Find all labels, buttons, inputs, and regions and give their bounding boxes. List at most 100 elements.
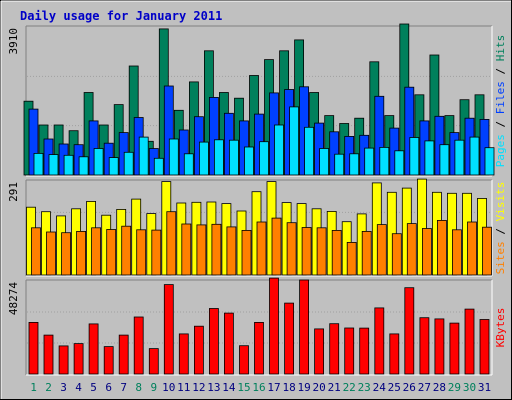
bar-pages-day-10	[168, 138, 179, 176]
day-label: 1	[30, 381, 37, 394]
day-label: 14	[222, 381, 236, 394]
bar-files-day-5	[88, 120, 99, 176]
day-label: 4	[75, 381, 82, 394]
day-label: 6	[105, 381, 112, 394]
side-legend: Sites / Visits	[494, 182, 507, 275]
series-files	[28, 85, 490, 176]
day-label: 30	[463, 381, 476, 394]
day-label: 10	[162, 381, 175, 394]
bar-sites-day-21	[331, 229, 342, 276]
bar-sites-day-1	[31, 227, 41, 276]
bar-kbytes-day-19	[299, 279, 310, 375]
bar-kbytes-day-12	[193, 325, 204, 375]
bar-pages-day-9	[153, 157, 164, 176]
bar-sites-day-28	[436, 219, 447, 276]
panel-visits-sites: 291 Sites / Visits	[7, 178, 507, 277]
bar-pages-day-26	[409, 137, 420, 176]
bar-pages-day-24	[379, 146, 390, 176]
bar-sites-day-5	[91, 227, 101, 276]
bar-pages-day-21	[334, 153, 345, 176]
bar-pages-day-20	[319, 148, 330, 176]
bar-pages-day-17	[274, 124, 284, 176]
bar-files-day-10	[163, 85, 174, 176]
bar-sites-day-24	[376, 224, 387, 276]
day-label: 20	[312, 381, 325, 394]
legend-entry: Visits	[494, 182, 507, 222]
bar-pages-day-1	[33, 152, 44, 176]
day-label: 18	[282, 381, 295, 394]
bar-sites-day-11	[181, 223, 192, 276]
bar-pages-day-31	[484, 147, 495, 176]
day-label: 24	[373, 381, 387, 394]
bar-sites-day-30	[467, 221, 477, 276]
bar-sites-day-14	[226, 226, 237, 276]
bar-kbytes-day-7	[118, 334, 129, 375]
bar-sites-day-19	[301, 227, 312, 276]
side-legend: KBytes	[494, 308, 507, 348]
bar-pages-day-4	[78, 156, 89, 176]
day-label: 31	[478, 381, 491, 394]
day-label: 21	[328, 381, 341, 394]
day-label: 5	[90, 381, 97, 394]
bar-sites-day-18	[286, 222, 297, 276]
day-label: 22	[343, 381, 356, 394]
bar-sites-day-26	[406, 223, 417, 276]
y-max-label: 291	[7, 182, 20, 202]
legend-entry: /	[494, 61, 507, 81]
legend-entry: /	[494, 221, 507, 241]
panel-kbytes: 48274 KBytes	[7, 277, 507, 376]
bar-pages-day-7	[123, 151, 134, 176]
series-pages	[33, 106, 495, 176]
bar-kbytes-day-28	[434, 318, 445, 375]
bar-sites-day-20	[316, 227, 327, 276]
bar-kbytes-day-21	[329, 323, 340, 375]
bar-kbytes-day-31	[479, 319, 490, 375]
day-label: 19	[297, 381, 310, 394]
bar-pages-day-16	[259, 141, 269, 176]
bar-sites-day-31	[482, 226, 492, 276]
bar-kbytes-day-16	[254, 321, 264, 375]
bar-files-day-11	[178, 129, 189, 176]
bar-pages-day-11	[183, 153, 194, 176]
bar-kbytes-day-26	[404, 287, 415, 375]
bar-kbytes-day-2	[43, 334, 54, 375]
bar-sites-day-29	[451, 229, 462, 276]
day-label: 7	[120, 381, 127, 394]
bar-pages-day-2	[48, 154, 59, 176]
bar-kbytes-day-1	[28, 321, 39, 375]
bar-kbytes-day-11	[178, 333, 189, 375]
bar-kbytes-day-30	[464, 308, 475, 375]
day-label: 28	[433, 381, 446, 394]
day-label: 26	[403, 381, 416, 394]
bar-kbytes-day-22	[344, 327, 355, 375]
day-label: 8	[135, 381, 142, 394]
bar-pages-day-23	[364, 147, 375, 176]
bar-sites-day-17	[271, 217, 282, 276]
bar-kbytes-day-17	[269, 277, 279, 375]
bar-sites-day-22	[346, 241, 357, 276]
bar-pages-day-15	[244, 146, 254, 176]
day-label: 25	[388, 381, 401, 394]
bar-pages-day-19	[304, 126, 315, 176]
legend-entry: Files	[494, 81, 507, 114]
day-label: 15	[237, 381, 250, 394]
y-max-label: 48274	[7, 282, 20, 315]
series-kbytes	[28, 277, 490, 375]
bar-kbytes-day-20	[314, 328, 325, 375]
bar-sites-day-9	[151, 229, 162, 276]
legend-entry: Hits	[494, 35, 507, 62]
bar-pages-day-30	[469, 136, 480, 176]
series-visits	[26, 178, 487, 276]
day-label: 17	[267, 381, 280, 394]
day-label: 27	[418, 381, 431, 394]
day-label: 9	[150, 381, 157, 394]
bar-sites-day-7	[121, 225, 132, 276]
bar-files-day-21	[329, 131, 340, 176]
bar-pages-day-6	[108, 157, 119, 176]
bar-kbytes-day-24	[374, 307, 385, 375]
bar-kbytes-day-29	[449, 322, 460, 375]
bar-kbytes-day-8	[133, 316, 144, 375]
day-label: 11	[177, 381, 190, 394]
bar-pages-day-12	[198, 141, 209, 176]
